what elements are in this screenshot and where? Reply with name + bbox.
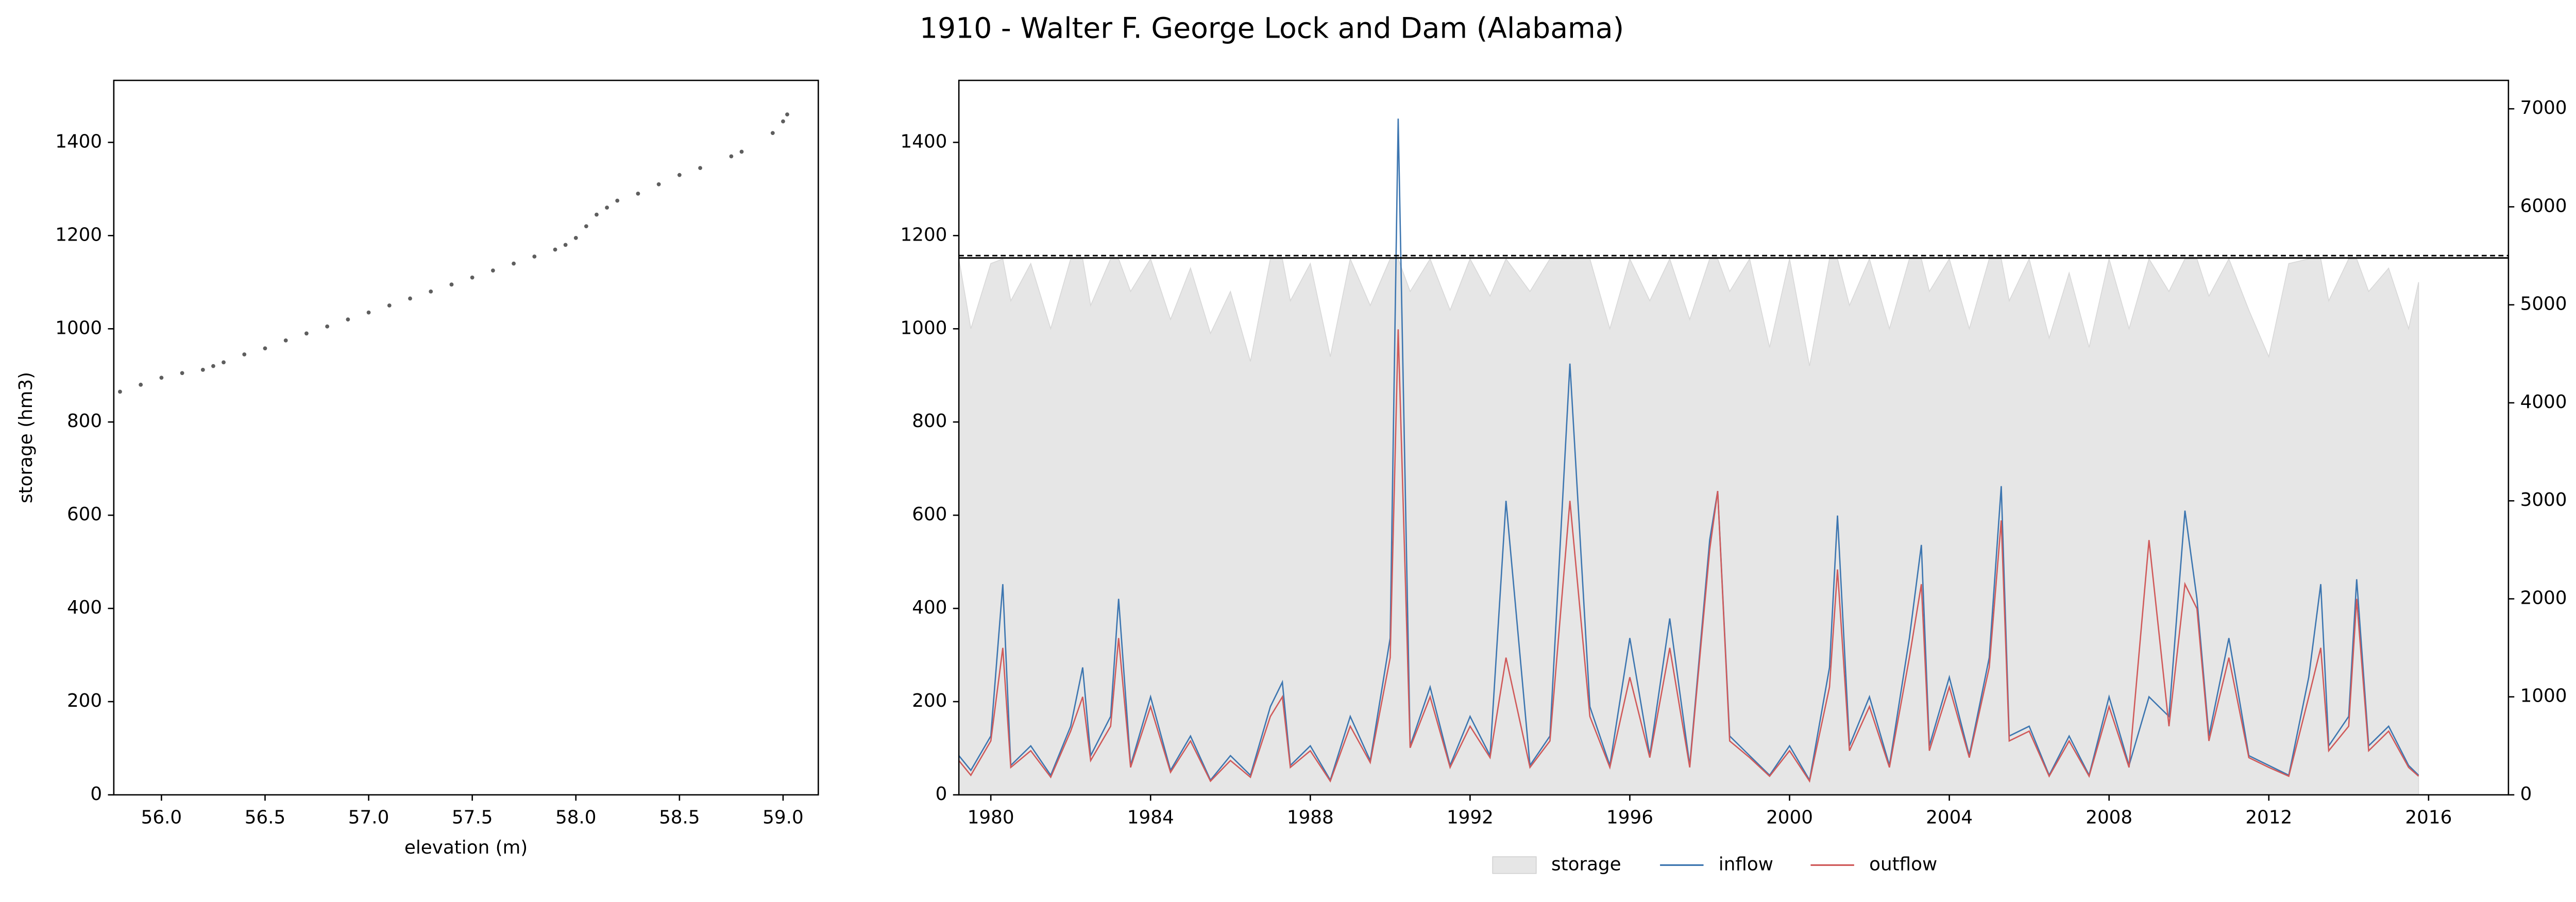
flow-line <box>959 329 2419 783</box>
x-tick-label: 2016 <box>2405 807 2452 828</box>
scatter-point <box>781 119 785 124</box>
scatter-point <box>429 289 433 294</box>
legend-swatch <box>1492 856 1537 874</box>
y2-tick-label: 0 <box>2520 784 2532 805</box>
scatter-point <box>785 112 789 116</box>
scatter-point <box>211 364 215 368</box>
y2-tick-label: 2000 <box>2520 587 2567 608</box>
figure-title: 1910 - Walter F. George Lock and Dam (Al… <box>920 12 1624 45</box>
axes-frame <box>958 79 2510 796</box>
scatter-point <box>729 154 734 159</box>
scatter-point <box>636 191 640 196</box>
y-tick-label: 0 <box>936 784 947 805</box>
y-tick-label: 0 <box>90 784 102 805</box>
scatter-point <box>739 149 744 154</box>
scatter-point <box>573 235 578 240</box>
y-tick-label: 1200 <box>55 224 102 245</box>
x-tick-label: 59.0 <box>762 807 804 828</box>
y-tick-label: 1000 <box>901 317 947 338</box>
x-tick-label: 2004 <box>1926 807 1973 828</box>
y2-tick-label: 5000 <box>2520 294 2567 315</box>
scatter-point <box>346 317 350 322</box>
x-tick-label: 58.5 <box>659 807 700 828</box>
y-tick-label: 400 <box>67 597 102 618</box>
scatter-point <box>512 261 516 266</box>
scatter-point <box>408 296 412 301</box>
x-tick-label: 1992 <box>1447 807 1494 828</box>
y-tick-label: 1400 <box>901 131 947 152</box>
scatter-point <box>304 331 309 336</box>
y2-tick-label: 6000 <box>2520 195 2567 216</box>
y-tick-label: 1400 <box>55 131 102 152</box>
y-tick-label: 800 <box>67 411 102 432</box>
x-tick-label: 56.5 <box>245 807 286 828</box>
scatter-point <box>615 198 620 203</box>
scatter-point <box>118 389 122 394</box>
scatter-point <box>470 275 474 280</box>
y-tick-label: 1200 <box>901 224 947 245</box>
x-tick-label: 1980 <box>968 807 1014 828</box>
scatter-point <box>595 212 599 217</box>
y-tick-label: 600 <box>912 504 947 525</box>
legend-label: inflow <box>1719 854 1773 875</box>
x-tick-label: 1988 <box>1287 807 1334 828</box>
x-tick-label: 1996 <box>1606 807 1653 828</box>
x-tick-label: 2000 <box>1766 807 1813 828</box>
scatter-point <box>490 268 495 273</box>
legend-label: outflow <box>1869 854 1937 875</box>
scatter-point <box>159 376 164 380</box>
x-tick-label: 58.0 <box>555 807 597 828</box>
x-tick-label: 1984 <box>1127 807 1174 828</box>
scatter-point <box>584 224 588 229</box>
x-axis-label: elevation (m) <box>404 837 528 858</box>
legend-label: storage <box>1551 854 1621 875</box>
y-tick-label: 200 <box>912 690 947 711</box>
y2-tick-label: 4000 <box>2520 392 2567 413</box>
x-tick-label: 57.0 <box>348 807 389 828</box>
y2-tick-label: 3000 <box>2520 489 2567 510</box>
scatter-point <box>222 360 226 365</box>
scatter-point <box>180 371 184 376</box>
y-tick-label: 1000 <box>55 317 102 338</box>
scatter-point <box>387 303 392 308</box>
scatter-point <box>553 247 557 252</box>
y-tick-label: 400 <box>912 597 947 618</box>
storage-area <box>959 257 2419 795</box>
scatter-point <box>200 367 205 372</box>
scatter-point <box>263 346 267 351</box>
scatter-point <box>698 166 702 171</box>
y-tick-label: 600 <box>67 504 102 525</box>
y2-tick-label: 7000 <box>2520 97 2567 118</box>
scatter-point <box>325 324 330 329</box>
x-tick-label: 2008 <box>2086 807 2132 828</box>
scatter-point <box>139 382 143 387</box>
scatter-point <box>770 131 775 135</box>
scatter-point <box>677 173 682 177</box>
y-tick-label: 200 <box>67 690 102 711</box>
scatter-point <box>366 310 371 315</box>
x-tick-label: 2012 <box>2245 807 2292 828</box>
x-tick-label: 56.0 <box>141 807 182 828</box>
scatter-point <box>532 254 537 259</box>
axes-frame <box>113 79 819 796</box>
scatter-point <box>283 338 288 343</box>
scatter-point <box>656 182 661 186</box>
scatter-point <box>242 352 247 356</box>
scatter-point <box>605 206 609 210</box>
scatter-point <box>449 282 454 287</box>
flow-line <box>959 118 2419 782</box>
y-axis-label: storage (hm3) <box>15 372 37 503</box>
y-tick-label: 800 <box>912 411 947 432</box>
x-tick-label: 57.5 <box>452 807 493 828</box>
y2-tick-label: 1000 <box>2520 686 2567 707</box>
scatter-point <box>563 243 568 247</box>
